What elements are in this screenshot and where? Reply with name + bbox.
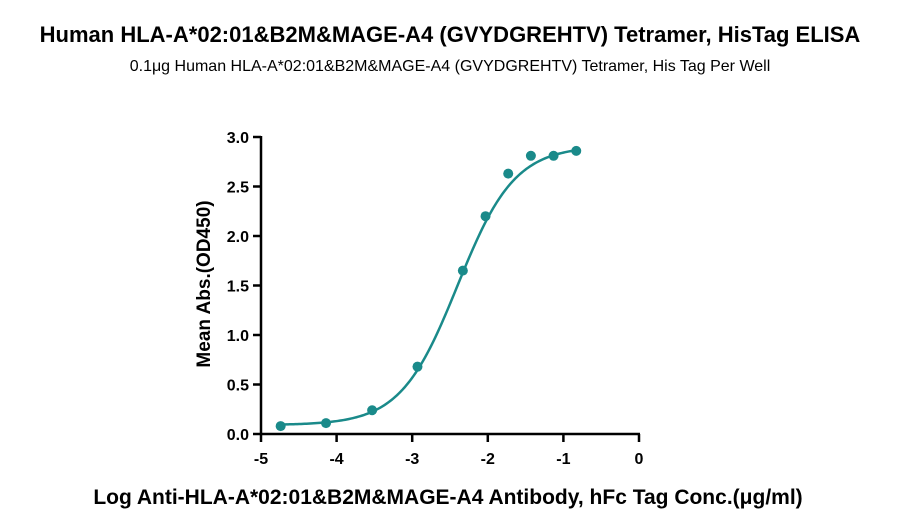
data-point: [503, 168, 514, 179]
x-tick-label: -3: [405, 451, 419, 468]
chart-title: Human HLA-A*02:01&B2M&MAGE-A4 (GVYDGREHT…: [39, 22, 861, 47]
y-ticks: 0.0 0.5 1.0 1.5 2.0 2.5 3.0: [227, 130, 261, 444]
y-axis-title: Mean Abs.(OD450): [194, 200, 215, 367]
data-point: [480, 211, 491, 222]
x-tick-label: -5: [254, 451, 268, 468]
data-point: [457, 265, 468, 276]
y-tick-label: 0.0: [227, 427, 249, 444]
plot-area: [275, 145, 582, 432]
data-point: [548, 150, 559, 161]
y-tick-label: 1.5: [227, 279, 249, 296]
x-tick-label: -1: [556, 451, 570, 468]
data-point: [571, 145, 582, 156]
data-point: [412, 361, 423, 372]
y-tick-label: 2.0: [227, 229, 249, 246]
y-axis: 0.0 0.5 1.0 1.5 2.0 2.5 3.0: [227, 130, 263, 444]
x-tick-label: -2: [481, 451, 495, 468]
x-tick-label: 0: [635, 451, 644, 468]
x-axis-title: Log Anti-HLA-A*02:01&B2M&MAGE-A4 Antibod…: [93, 486, 802, 509]
data-point: [367, 405, 378, 416]
x-axis: -5 -4 -3 -2 -1 0: [254, 432, 644, 468]
y-tick-label: 2.5: [227, 180, 249, 197]
x-tick-label: -4: [329, 451, 343, 468]
chart-subtitle: 0.1μg Human HLA-A*02:01&B2M&MAGE-A4 (GVY…: [129, 58, 771, 75]
y-tick-label: 1.0: [227, 328, 249, 345]
fit-curve: [280, 148, 577, 426]
data-point: [321, 418, 332, 429]
y-tick-label: 0.5: [227, 378, 249, 395]
y-tick-label: 3.0: [227, 130, 249, 147]
x-ticks: -5 -4 -3 -2 -1 0: [254, 434, 644, 468]
data-point: [525, 150, 536, 161]
data-point: [275, 421, 286, 432]
